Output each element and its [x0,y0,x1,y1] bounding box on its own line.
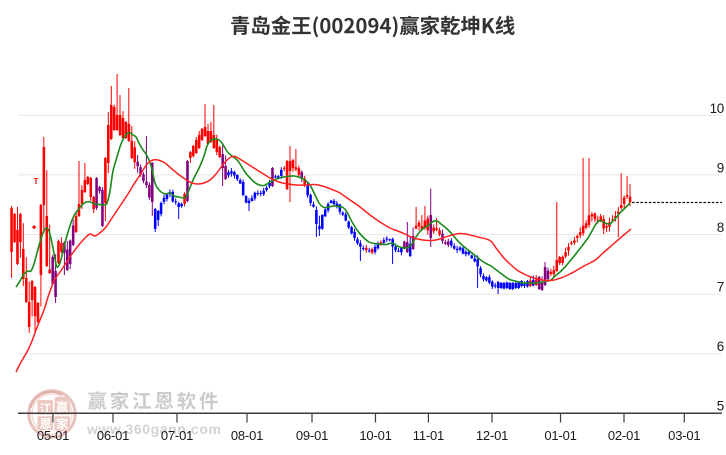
svg-text:03-01: 03-01 [668,428,700,443]
svg-text:12-01: 12-01 [476,428,508,443]
svg-text:01-01: 01-01 [544,428,576,443]
svg-text:9: 9 [717,161,724,176]
svg-text:02-01: 02-01 [608,428,640,443]
svg-text:8: 8 [717,220,724,235]
svg-text:5: 5 [717,399,724,414]
svg-text:7: 7 [717,280,724,295]
svg-text:09-01: 09-01 [296,428,328,443]
svg-text:05-01: 05-01 [37,428,69,443]
svg-text:11-01: 11-01 [413,428,444,443]
svg-text:08-01: 08-01 [231,428,263,443]
svg-text:06-01: 06-01 [97,428,129,443]
svg-text:10: 10 [710,101,724,116]
svg-text:T: T [34,177,39,186]
svg-text:10-01: 10-01 [359,428,391,443]
svg-text:www.360gann.com: www.360gann.com [86,421,222,437]
svg-text:07-01: 07-01 [161,428,193,443]
svg-text:6: 6 [717,339,724,354]
